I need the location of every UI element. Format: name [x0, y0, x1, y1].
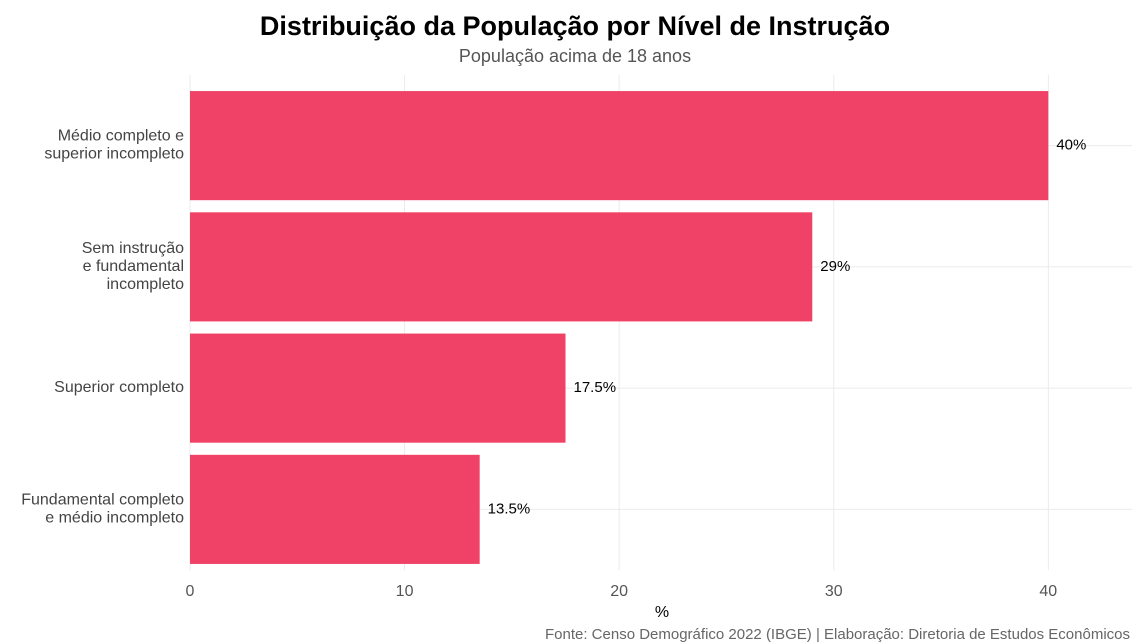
chart-title: Distribuição da População por Nível de I…: [260, 11, 890, 41]
y-tick-label: Superior completo: [54, 379, 184, 396]
x-tick-label: 0: [186, 583, 195, 600]
caption: Fonte: Censo Demográfico 2022 (IBGE) | E…: [545, 626, 1130, 643]
y-tick-label: Sem instrução e fundamental incompleto: [82, 240, 184, 293]
data-label: 29%: [820, 258, 850, 275]
x-tick-label: 20: [610, 583, 628, 600]
chart-subtitle: População acima de 18 anos: [459, 46, 691, 66]
data-label: 17.5%: [574, 379, 617, 396]
x-tick-label: 40: [1039, 583, 1057, 600]
x-axis-label: %: [655, 604, 669, 621]
bar: [190, 333, 566, 443]
bar: [190, 454, 480, 564]
data-label: 40%: [1056, 137, 1086, 154]
bar: [190, 212, 813, 322]
data-label: 13.5%: [488, 500, 531, 517]
x-tick-label: 10: [396, 583, 414, 600]
y-tick-label: Médio completo e superior incompleto: [44, 128, 184, 163]
x-tick-label: 30: [825, 583, 843, 600]
bar: [190, 91, 1049, 201]
y-tick-label: Fundamental completo e médio incompleto: [21, 492, 184, 527]
